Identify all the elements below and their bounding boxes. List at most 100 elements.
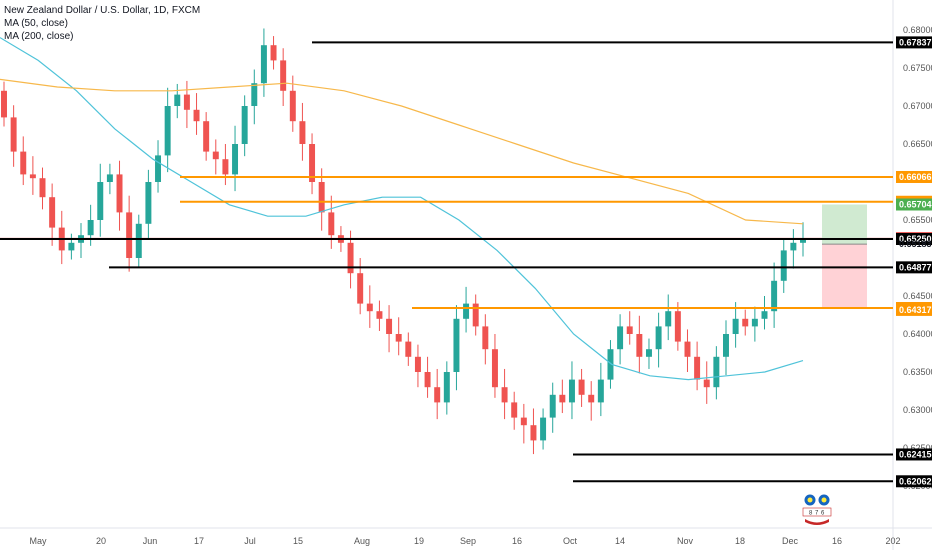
candle[interactable] [49, 183, 56, 246]
candle[interactable] [251, 69, 258, 125]
candle[interactable] [607, 340, 614, 389]
candle[interactable] [58, 210, 65, 265]
candle-body [212, 151, 219, 160]
candle[interactable] [10, 105, 17, 167]
candle[interactable] [318, 168, 325, 231]
candle[interactable] [232, 125, 239, 192]
price-tag-label: 0.66066 [899, 172, 932, 182]
candle-body [732, 318, 739, 334]
candle[interactable] [155, 140, 162, 193]
candle[interactable] [713, 346, 720, 400]
candle-body [713, 356, 720, 388]
price-tag-label: 0.64877 [899, 262, 932, 272]
candle[interactable] [588, 381, 595, 421]
candle[interactable] [203, 112, 210, 161]
candle[interactable] [771, 262, 778, 328]
candle[interactable] [222, 144, 229, 186]
candle[interactable] [626, 311, 633, 345]
candle[interactable] [540, 408, 547, 450]
candle[interactable] [549, 382, 556, 433]
candle[interactable] [405, 332, 412, 366]
candle[interactable] [174, 83, 181, 119]
candle-body [559, 394, 566, 403]
candle[interactable] [434, 368, 441, 420]
candle[interactable] [694, 341, 701, 391]
candle[interactable] [463, 286, 470, 333]
x-tick-label: 15 [293, 536, 303, 546]
candle[interactable] [617, 314, 624, 365]
candle[interactable] [20, 136, 27, 186]
svg-text:6: 6 [821, 511, 825, 517]
candle[interactable] [280, 48, 287, 106]
candle[interactable] [116, 160, 123, 231]
candle[interactable] [260, 28, 267, 97]
candle[interactable] [1, 81, 7, 127]
candle[interactable] [790, 229, 797, 269]
candle[interactable] [241, 95, 248, 157]
candle[interactable] [511, 391, 518, 430]
candle[interactable] [106, 163, 113, 195]
candle[interactable] [761, 296, 768, 330]
candle[interactable] [212, 139, 219, 175]
candle[interactable] [376, 300, 383, 331]
candle[interactable] [164, 87, 171, 173]
candle[interactable] [309, 133, 316, 195]
candle-body [68, 242, 75, 251]
candle[interactable] [135, 214, 142, 268]
candle[interactable] [395, 317, 402, 356]
candle[interactable] [39, 167, 46, 210]
candle[interactable] [751, 306, 758, 342]
candle[interactable] [520, 403, 527, 444]
candle[interactable] [145, 169, 152, 239]
ma50-line[interactable] [0, 37, 804, 381]
candle[interactable] [568, 361, 575, 420]
candle[interactable] [78, 223, 84, 258]
candle[interactable] [347, 230, 354, 289]
candle-body [463, 303, 470, 319]
position-target-zone[interactable] [822, 204, 867, 245]
candle[interactable] [414, 344, 421, 388]
candle[interactable] [501, 368, 508, 420]
candle[interactable] [578, 368, 585, 407]
candle-body [453, 318, 460, 372]
x-tick-label: 18 [735, 536, 745, 546]
candle[interactable] [289, 75, 296, 132]
candle[interactable] [732, 302, 739, 348]
candle-body [116, 174, 123, 213]
position-stop-zone[interactable] [822, 244, 867, 309]
candle[interactable] [299, 102, 306, 161]
candle-body [405, 341, 412, 357]
candle[interactable] [597, 362, 604, 417]
candle[interactable] [645, 338, 652, 369]
candle-body [10, 117, 17, 152]
candle[interactable] [636, 315, 643, 374]
candle[interactable] [559, 379, 566, 414]
candle[interactable] [530, 408, 537, 455]
candle[interactable] [453, 305, 460, 391]
candle[interactable] [472, 294, 479, 336]
candle[interactable] [655, 312, 662, 368]
candle[interactable] [328, 195, 335, 249]
candle[interactable] [665, 294, 672, 341]
candle[interactable] [183, 80, 190, 129]
candle[interactable] [424, 356, 431, 398]
ma200-line[interactable] [0, 78, 804, 225]
candle-body [520, 417, 527, 426]
candle[interactable] [674, 302, 681, 351]
candle[interactable] [193, 93, 200, 135]
candle[interactable] [723, 320, 729, 376]
candle[interactable] [491, 334, 498, 398]
candle[interactable] [742, 309, 749, 336]
candle[interactable] [68, 233, 75, 260]
candle[interactable] [482, 314, 489, 365]
candle[interactable] [386, 305, 393, 353]
candle[interactable] [29, 156, 36, 195]
candle[interactable] [443, 361, 450, 415]
candle[interactable] [270, 36, 277, 70]
candle[interactable] [126, 195, 133, 272]
candle[interactable] [684, 329, 691, 372]
candle[interactable] [366, 285, 373, 328]
candle[interactable] [703, 361, 710, 404]
candle[interactable] [97, 163, 104, 237]
